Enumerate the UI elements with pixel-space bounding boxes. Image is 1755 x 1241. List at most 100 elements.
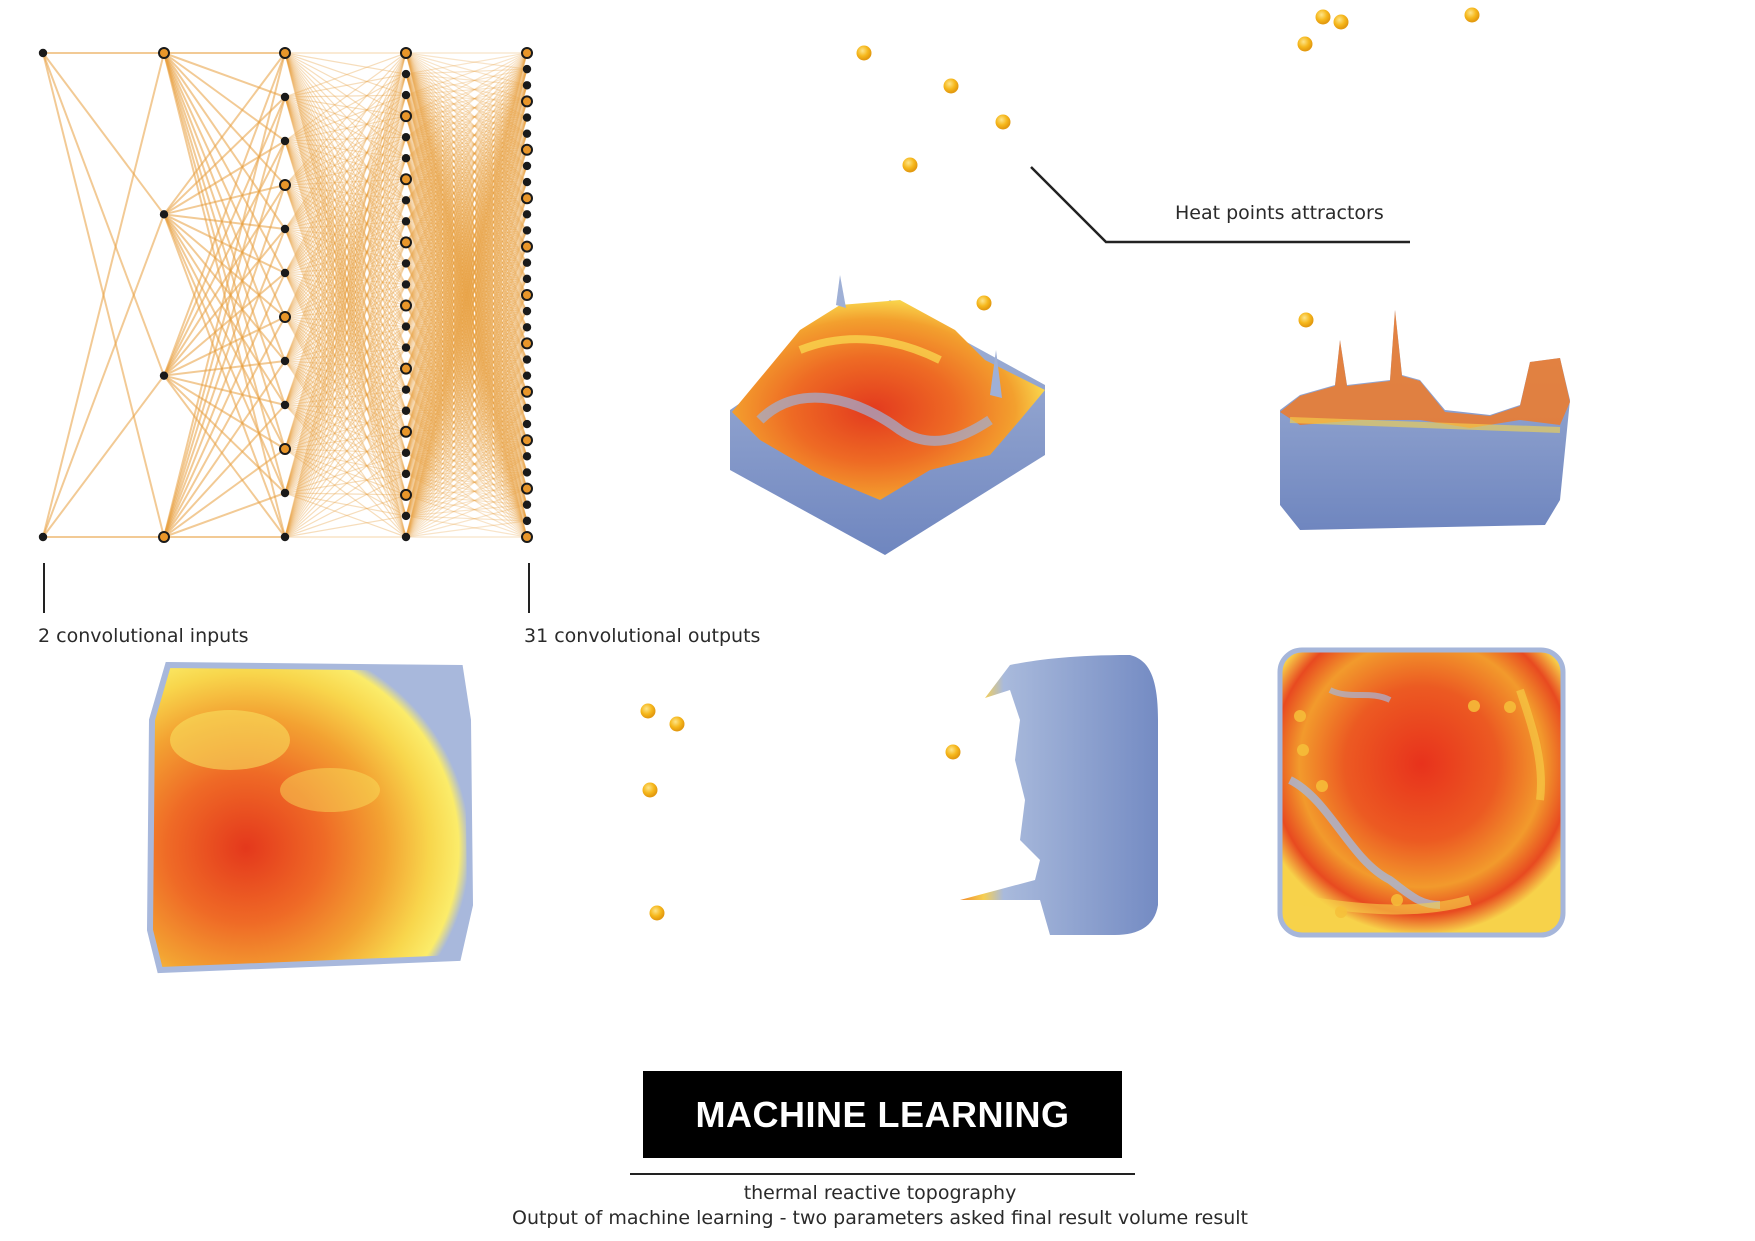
network-edge — [405, 149, 528, 222]
network-edge — [405, 84, 528, 96]
network-edge — [163, 96, 286, 377]
network-edge — [405, 278, 528, 475]
network-edge — [163, 96, 286, 216]
network-edge — [405, 68, 528, 222]
network-edge — [405, 133, 528, 369]
network-edge — [405, 423, 528, 517]
network-edge — [405, 52, 528, 393]
network-edge — [405, 94, 528, 409]
network-edge — [284, 448, 407, 538]
network-edge — [405, 213, 528, 264]
network-edge — [405, 326, 528, 522]
network-edge — [405, 199, 528, 328]
network-edge — [284, 262, 407, 362]
network-edge — [405, 305, 528, 393]
network-edge — [284, 115, 407, 450]
network-edge — [405, 304, 528, 361]
network-edge — [284, 184, 407, 201]
network-edge — [405, 52, 528, 296]
network-edge — [284, 52, 407, 142]
network-edge — [405, 165, 528, 306]
network-edge — [405, 220, 528, 264]
network-edge — [405, 347, 528, 393]
network-edge — [284, 305, 407, 538]
network-edge — [405, 178, 528, 199]
network-edge — [284, 316, 407, 538]
network-edge — [405, 391, 528, 412]
network-edge — [405, 347, 528, 441]
network-edge — [284, 228, 407, 243]
network-edge — [284, 347, 407, 362]
network-edge — [284, 228, 407, 265]
network-edge — [405, 326, 528, 506]
network-edge — [163, 184, 286, 216]
network-edge — [405, 178, 528, 215]
network-edge — [405, 326, 528, 454]
network-edge — [405, 136, 528, 248]
network-edge — [405, 115, 528, 183]
network-edge — [405, 326, 528, 489]
network-edge — [405, 115, 528, 264]
network-edge — [284, 52, 407, 180]
output-node — [522, 64, 532, 74]
network-edge — [284, 115, 407, 406]
network-edge — [405, 230, 528, 370]
network-edge — [284, 52, 407, 318]
output-node — [522, 355, 532, 364]
network-edge — [405, 423, 528, 538]
network-edge — [405, 158, 528, 505]
network-edge — [284, 179, 407, 450]
network-edge — [405, 230, 528, 433]
network-edge — [284, 96, 407, 432]
network-edge — [405, 423, 528, 496]
network-edge — [405, 199, 528, 377]
network-edge — [284, 431, 407, 538]
network-edge — [284, 96, 407, 475]
network-edge — [284, 184, 407, 517]
network-edge — [284, 184, 407, 475]
output-node — [522, 113, 532, 122]
network-edge — [405, 229, 528, 265]
network-edge — [405, 263, 528, 538]
network-edge — [405, 115, 528, 135]
network-edge — [405, 262, 528, 312]
network-edge — [284, 52, 407, 327]
network-edge — [405, 220, 528, 232]
network-edge — [405, 52, 528, 453]
network-edge — [284, 316, 407, 454]
output-node — [522, 306, 532, 316]
network-edge — [284, 272, 407, 538]
network-edge — [284, 184, 407, 222]
network-edge — [284, 158, 407, 494]
network-edge — [284, 140, 407, 348]
network-edge — [284, 473, 407, 538]
network-edge — [405, 73, 528, 425]
network-edge — [405, 220, 528, 344]
network-edge — [405, 294, 528, 433]
network-edge — [405, 326, 528, 425]
network-edge — [405, 136, 528, 183]
hidden-node — [401, 385, 411, 394]
network-edge — [284, 52, 407, 285]
attractor-point — [1297, 744, 1309, 756]
network-edge — [405, 157, 528, 441]
network-edge — [284, 184, 407, 369]
network-edge — [284, 52, 407, 453]
network-edge — [405, 410, 528, 457]
network-edge — [284, 52, 407, 390]
hidden-node — [401, 69, 411, 79]
network-edge — [284, 136, 407, 142]
attractor-point — [669, 716, 685, 732]
network-edge — [284, 52, 407, 159]
network-edge — [405, 133, 528, 411]
network-edge — [284, 184, 407, 327]
network-edge — [405, 410, 528, 522]
network-edge — [405, 200, 528, 538]
network-edge — [405, 262, 528, 517]
network-edge — [405, 262, 528, 280]
network-edge — [405, 520, 528, 538]
network-edge — [405, 115, 528, 441]
network-edge — [405, 262, 528, 349]
network-edge — [284, 326, 407, 538]
network-edge — [405, 246, 528, 475]
